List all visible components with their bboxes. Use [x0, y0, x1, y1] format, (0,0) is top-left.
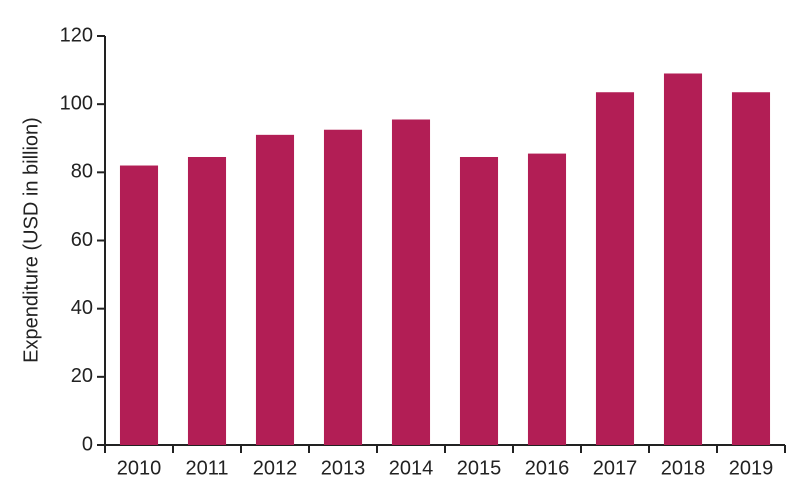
x-tick-label: 2019	[729, 457, 774, 479]
x-tick-label: 2010	[117, 457, 162, 479]
bar	[391, 119, 431, 446]
y-tick-label: 40	[71, 297, 93, 319]
y-tick-label: 20	[71, 365, 93, 387]
x-tick-label: 2017	[593, 457, 638, 479]
y-tick-label: 120	[60, 24, 93, 46]
y-tick-label: 0	[82, 433, 93, 455]
bar	[187, 156, 227, 445]
x-tick-label: 2013	[321, 457, 366, 479]
x-tick-label: 2015	[457, 457, 502, 479]
bar	[255, 134, 295, 445]
x-tick-label: 2011	[185, 457, 228, 479]
y-tick-label: 100	[60, 92, 93, 114]
y-tick-label: 80	[71, 161, 93, 183]
bar	[731, 92, 771, 446]
x-tick-label: 2018	[661, 457, 706, 479]
bar	[119, 165, 159, 445]
bar	[595, 92, 635, 446]
bar	[527, 153, 567, 445]
bar	[323, 129, 363, 445]
x-tick-label: 2014	[389, 457, 434, 479]
x-tick-label: 2016	[525, 457, 570, 479]
x-tick-label: 2012	[253, 457, 298, 479]
bar	[459, 156, 499, 445]
y-axis-label: Expenditure (USD in billion)	[20, 117, 42, 363]
y-tick-label: 60	[71, 229, 93, 251]
bar	[663, 73, 703, 445]
